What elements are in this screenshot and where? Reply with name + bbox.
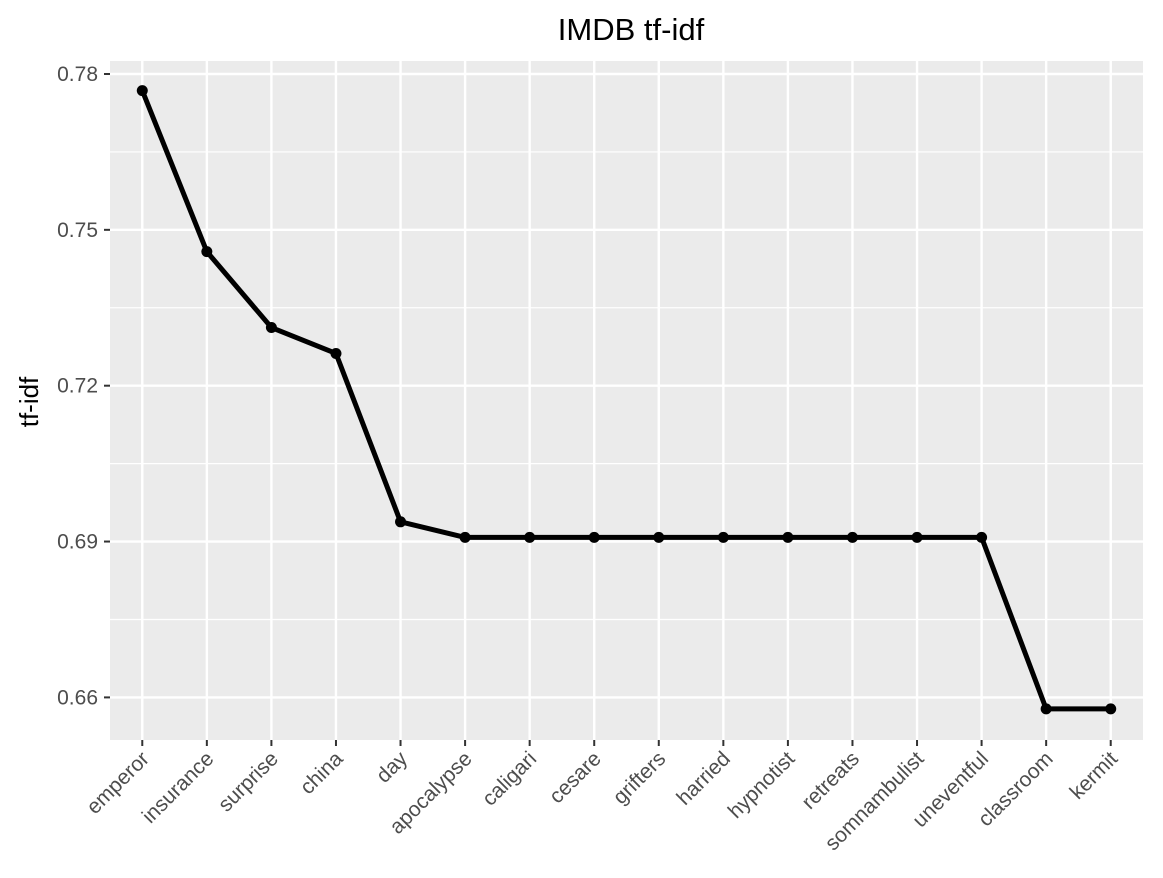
plot-panel: [110, 61, 1143, 740]
data-point: [1105, 703, 1117, 715]
x-tick-label: kermit: [1066, 747, 1123, 804]
chart-title: IMDB tf-idf: [558, 12, 705, 47]
x-tick-label: harried: [672, 747, 734, 809]
data-points: [136, 85, 1117, 715]
data-point: [459, 531, 471, 543]
x-tick-label: retreats: [797, 747, 864, 814]
x-tick-label: caligari: [478, 747, 541, 810]
y-axis: 0.66 0.69 0.72 0.75 0.78: [57, 63, 110, 709]
y-tick-label: 0.72: [57, 375, 98, 398]
y-tick-label: 0.69: [57, 531, 98, 554]
y-tick-label: 0.78: [57, 63, 98, 86]
series-line: [139, 88, 1114, 712]
y-axis-title: tf-idf: [14, 376, 44, 427]
data-point: [136, 85, 148, 97]
x-tick-label: insurance: [138, 747, 219, 828]
data-point: [201, 246, 213, 258]
data-point: [524, 531, 536, 543]
x-tick-label: surprise: [214, 747, 283, 816]
y-tick-label: 0.66: [57, 686, 98, 709]
data-point: [976, 531, 988, 543]
x-tick-label: cesare: [545, 747, 606, 808]
data-point: [588, 531, 600, 543]
data-point: [265, 322, 277, 334]
y-tick-label: 0.75: [57, 219, 98, 242]
data-point: [1040, 703, 1052, 715]
data-point: [653, 531, 665, 543]
data-point: [330, 347, 342, 359]
major-gridlines: [110, 61, 1143, 740]
minor-gridlines: [110, 151, 1143, 621]
data-point: [395, 516, 407, 528]
data-point: [846, 531, 858, 543]
data-point: [911, 531, 923, 543]
data-point: [782, 531, 794, 543]
data-point: [717, 531, 729, 543]
x-tick-label: grifters: [609, 747, 671, 809]
x-tick-label: day: [372, 747, 413, 788]
x-tick-label: china: [296, 747, 348, 799]
x-tick-label: hypnotist: [724, 747, 800, 823]
